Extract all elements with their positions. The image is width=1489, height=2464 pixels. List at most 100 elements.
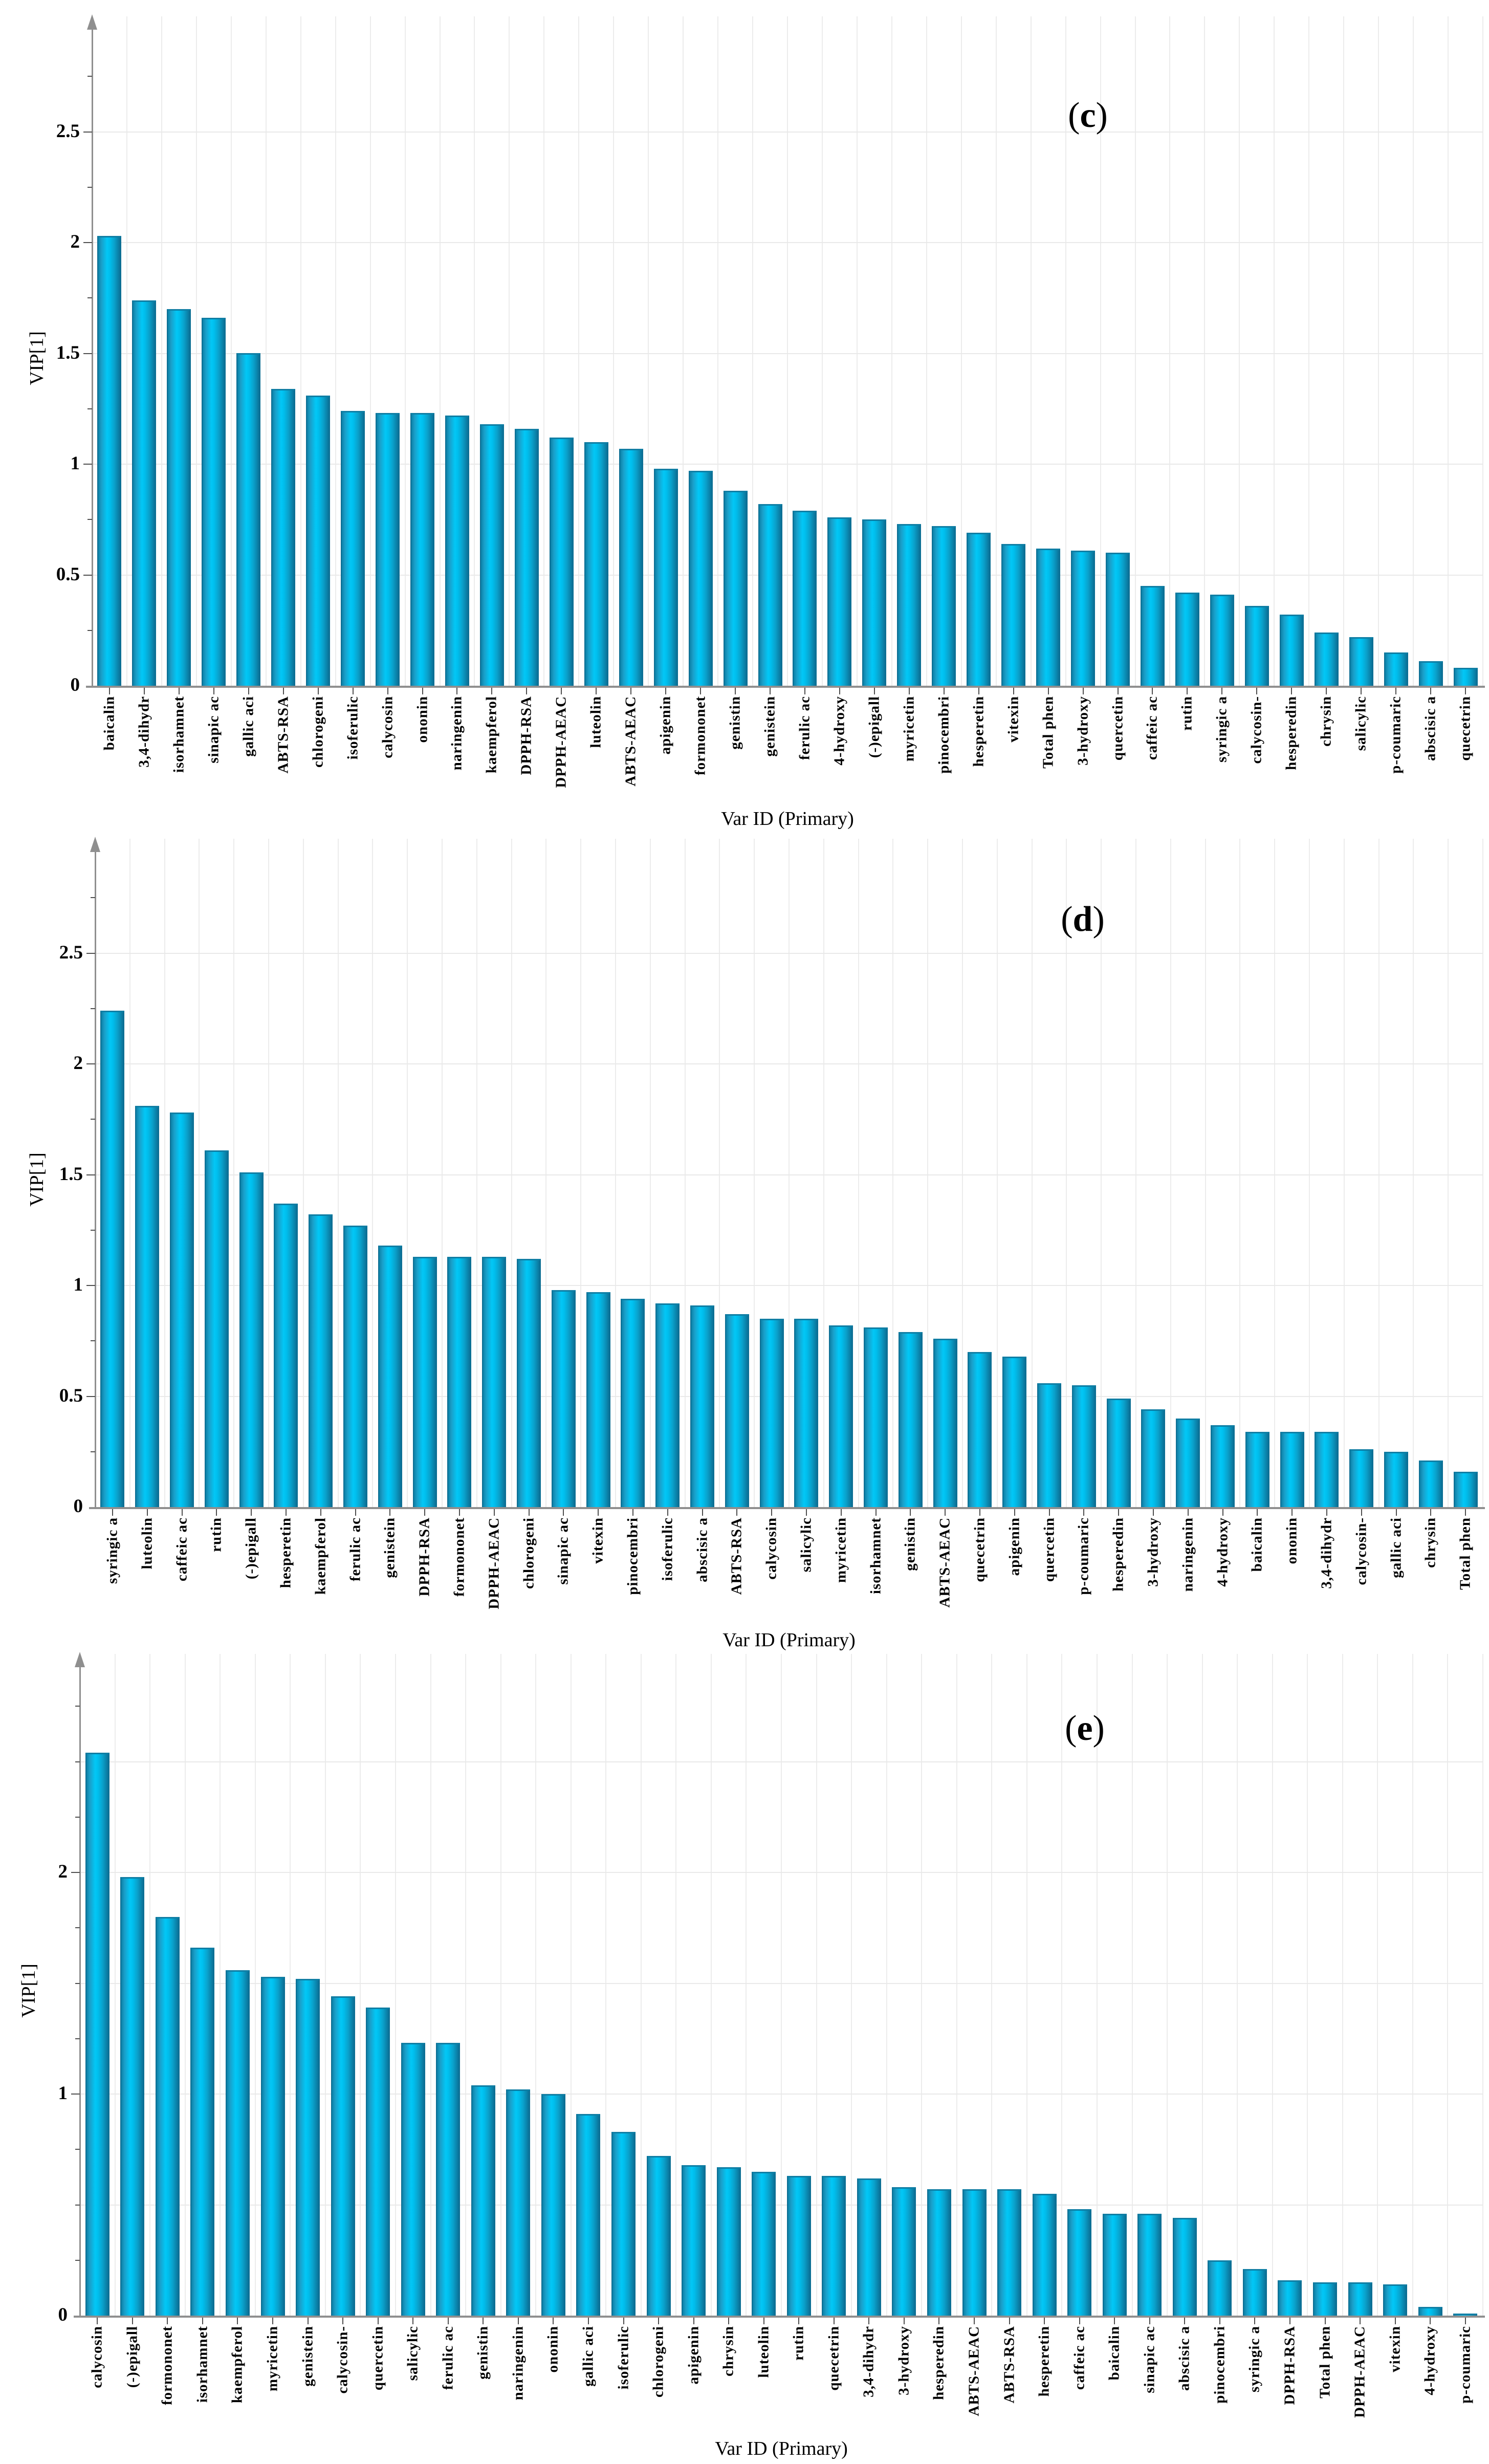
y-tick-label: 2 bbox=[70, 231, 80, 252]
x-category-label: Total phen bbox=[1317, 2326, 1333, 2398]
x-tick bbox=[563, 1509, 564, 1516]
x-category-label: chrysin bbox=[1422, 1517, 1439, 1568]
x-tick bbox=[587, 2318, 589, 2324]
x-category-label: caffeic ac bbox=[1144, 696, 1160, 760]
axis-arrow-icon bbox=[90, 837, 100, 852]
x-tick bbox=[307, 2318, 309, 2324]
bar bbox=[517, 1259, 541, 1507]
x-category-label: hesperetin bbox=[277, 1517, 294, 1588]
gridline-v bbox=[1205, 839, 1206, 1507]
x-tick bbox=[868, 2318, 870, 2324]
bar bbox=[236, 353, 260, 686]
gridline-v bbox=[886, 1654, 887, 2316]
x-tick bbox=[978, 688, 979, 694]
y-tick-label: 0 bbox=[70, 674, 80, 695]
x-category-label: pinocembri bbox=[1211, 2326, 1228, 2404]
gridline-v bbox=[578, 16, 580, 686]
x-tick bbox=[1083, 1509, 1085, 1516]
gridline-v bbox=[1204, 16, 1206, 686]
x-tick bbox=[181, 1509, 183, 1516]
gridline-v bbox=[1308, 16, 1310, 686]
x-tick bbox=[1326, 1509, 1327, 1516]
x-category-label: naringenin bbox=[448, 696, 465, 771]
bar bbox=[550, 438, 574, 686]
x-category-label: rutin bbox=[790, 2326, 807, 2361]
x-category-label: kaempferol bbox=[483, 696, 500, 774]
gridline-v bbox=[640, 1654, 642, 2316]
x-category-label: vitexin bbox=[1005, 696, 1022, 743]
x-category-label: DPPH-RSA bbox=[1281, 2326, 1298, 2405]
gridline-v bbox=[302, 839, 304, 1507]
y-tick bbox=[75, 2259, 80, 2261]
x-tick bbox=[526, 688, 528, 694]
bar bbox=[586, 1292, 610, 1507]
bar bbox=[271, 389, 295, 686]
x-tick bbox=[632, 1509, 633, 1516]
gridline-v bbox=[1131, 1654, 1133, 2316]
gridline-v bbox=[1030, 16, 1032, 686]
panel-label: (d) bbox=[1061, 900, 1105, 939]
bar bbox=[927, 2189, 951, 2316]
gridline-v bbox=[439, 16, 441, 686]
bar bbox=[862, 519, 886, 686]
gridline-v bbox=[300, 16, 301, 686]
gridline-v bbox=[199, 839, 200, 1507]
y-tick-label: 1.5 bbox=[59, 1163, 83, 1185]
bar bbox=[899, 1332, 923, 1507]
bar bbox=[1280, 615, 1304, 686]
x-tick bbox=[1324, 2318, 1326, 2324]
x-category-label: formononet bbox=[451, 1517, 468, 1597]
x-category-label: calycosin bbox=[89, 2326, 105, 2388]
bar bbox=[170, 1113, 194, 1507]
bar bbox=[968, 1352, 992, 1507]
x-category-label: abscisic a bbox=[694, 1517, 710, 1582]
gridline-v bbox=[233, 839, 235, 1507]
x-tick bbox=[1222, 1509, 1223, 1516]
y-tick bbox=[91, 1008, 95, 1009]
bar bbox=[1384, 652, 1408, 686]
gridline-h bbox=[92, 242, 1483, 243]
x-tick bbox=[1395, 1509, 1397, 1516]
bar bbox=[997, 2189, 1021, 2316]
gridline-v bbox=[1201, 1654, 1203, 2316]
y-tick-label: 1.5 bbox=[56, 342, 80, 363]
x-category-label: kaempferol bbox=[312, 1517, 329, 1595]
bar bbox=[1453, 2314, 1477, 2316]
gridline-v bbox=[789, 839, 790, 1507]
x-tick bbox=[424, 1509, 426, 1516]
bar bbox=[1037, 1383, 1061, 1507]
bar bbox=[97, 236, 121, 686]
x-tick bbox=[216, 1509, 217, 1516]
bar bbox=[857, 2178, 881, 2316]
x-tick bbox=[840, 1509, 842, 1516]
x-category-label: hesperetin bbox=[970, 696, 987, 767]
bar bbox=[1419, 661, 1443, 686]
bar bbox=[274, 1204, 298, 1507]
x-tick bbox=[805, 1509, 807, 1516]
y-axis-line bbox=[95, 847, 96, 1507]
y-tick bbox=[91, 1229, 95, 1231]
gridline-v bbox=[335, 16, 336, 686]
gridline-v bbox=[1413, 16, 1414, 686]
x-category-label: apigenin bbox=[657, 696, 674, 755]
bar bbox=[331, 1996, 355, 2316]
gridline-v bbox=[511, 839, 512, 1507]
x-tick bbox=[702, 1509, 703, 1516]
x-tick bbox=[1465, 688, 1466, 694]
y-tick bbox=[75, 1816, 80, 1818]
x-tick bbox=[491, 688, 493, 694]
x-tick bbox=[1149, 2318, 1150, 2324]
gridline-v bbox=[1377, 1654, 1378, 2316]
x-tick bbox=[97, 2318, 98, 2324]
x-tick bbox=[1117, 688, 1119, 694]
gridline-v bbox=[360, 1654, 361, 2316]
bar bbox=[1280, 1432, 1304, 1507]
x-category-label: formononet bbox=[159, 2326, 176, 2405]
x-category-label: p-coumaric bbox=[1387, 696, 1404, 774]
gridline-v bbox=[1274, 16, 1275, 686]
x-tick bbox=[943, 688, 945, 694]
gridline-v bbox=[605, 1654, 607, 2316]
x-category-label: Total phen bbox=[1040, 696, 1057, 769]
bar bbox=[552, 1290, 576, 1507]
gridline-h bbox=[92, 353, 1483, 354]
